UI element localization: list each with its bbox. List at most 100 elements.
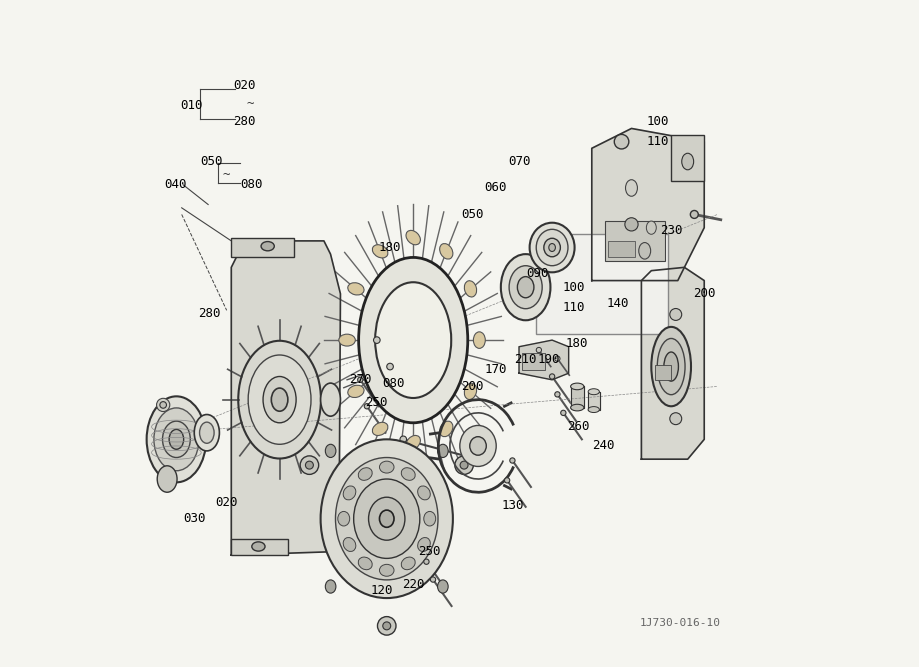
Text: 280: 280: [199, 307, 221, 320]
Text: 110: 110: [647, 135, 669, 148]
Ellipse shape: [439, 421, 453, 437]
Text: 1J730-016-10: 1J730-016-10: [640, 618, 720, 628]
Ellipse shape: [626, 179, 638, 196]
Ellipse shape: [325, 444, 336, 458]
Text: 270: 270: [349, 374, 371, 386]
Ellipse shape: [455, 456, 473, 474]
Ellipse shape: [358, 557, 372, 570]
Ellipse shape: [199, 422, 214, 444]
Ellipse shape: [571, 383, 584, 390]
Ellipse shape: [501, 254, 550, 320]
Bar: [232, 538, 288, 555]
Ellipse shape: [464, 384, 477, 400]
Polygon shape: [641, 267, 704, 459]
Ellipse shape: [357, 377, 363, 382]
Text: 060: 060: [484, 181, 507, 195]
Ellipse shape: [439, 243, 453, 259]
Text: 240: 240: [593, 440, 615, 452]
Ellipse shape: [437, 580, 448, 593]
Ellipse shape: [261, 241, 274, 251]
Ellipse shape: [343, 538, 356, 552]
Ellipse shape: [555, 356, 560, 362]
Bar: [536, 234, 668, 334]
Ellipse shape: [372, 422, 388, 436]
Ellipse shape: [417, 486, 430, 500]
Text: 080: 080: [382, 377, 404, 390]
Ellipse shape: [387, 364, 393, 370]
Ellipse shape: [354, 479, 420, 558]
Ellipse shape: [464, 281, 477, 297]
Polygon shape: [232, 241, 340, 555]
Ellipse shape: [614, 135, 629, 149]
Ellipse shape: [549, 243, 555, 251]
Ellipse shape: [670, 413, 682, 425]
Text: 010: 010: [180, 99, 203, 112]
Ellipse shape: [544, 238, 561, 257]
Polygon shape: [519, 340, 569, 380]
Ellipse shape: [505, 478, 510, 483]
Ellipse shape: [305, 461, 313, 469]
Ellipse shape: [169, 430, 184, 450]
Ellipse shape: [424, 559, 429, 564]
Ellipse shape: [460, 461, 468, 469]
Ellipse shape: [375, 282, 451, 398]
Text: 110: 110: [562, 301, 584, 313]
Ellipse shape: [372, 245, 388, 258]
Ellipse shape: [194, 414, 220, 451]
Ellipse shape: [517, 277, 534, 297]
Ellipse shape: [347, 283, 364, 295]
Polygon shape: [592, 129, 704, 281]
Ellipse shape: [664, 352, 678, 381]
Text: 170: 170: [484, 364, 507, 376]
Text: 100: 100: [647, 115, 669, 128]
Ellipse shape: [536, 229, 568, 265]
Ellipse shape: [248, 355, 311, 444]
Text: 280: 280: [233, 115, 255, 128]
Ellipse shape: [670, 309, 682, 320]
Ellipse shape: [555, 392, 560, 397]
Ellipse shape: [380, 461, 394, 473]
Text: 040: 040: [164, 178, 187, 191]
Ellipse shape: [163, 421, 190, 458]
Ellipse shape: [646, 221, 656, 234]
Ellipse shape: [160, 402, 166, 408]
Text: 030: 030: [184, 512, 206, 525]
Ellipse shape: [561, 410, 566, 416]
Text: 070: 070: [508, 155, 530, 168]
Text: 210: 210: [515, 354, 537, 366]
Ellipse shape: [509, 265, 542, 309]
Ellipse shape: [252, 542, 265, 551]
Ellipse shape: [437, 444, 448, 458]
Ellipse shape: [321, 383, 340, 416]
Ellipse shape: [470, 437, 486, 455]
Ellipse shape: [652, 327, 691, 406]
Ellipse shape: [625, 217, 638, 231]
Text: 180: 180: [379, 241, 402, 254]
Ellipse shape: [380, 564, 394, 576]
Ellipse shape: [417, 538, 430, 552]
Ellipse shape: [383, 622, 391, 630]
Text: 250: 250: [366, 396, 388, 410]
Bar: [608, 241, 635, 257]
Polygon shape: [571, 386, 584, 408]
Ellipse shape: [682, 153, 694, 170]
Bar: [605, 221, 664, 261]
Text: 250: 250: [418, 546, 441, 558]
Ellipse shape: [335, 458, 438, 580]
Text: 090: 090: [527, 267, 549, 280]
Bar: [232, 237, 294, 257]
Text: 180: 180: [566, 337, 588, 350]
Text: 230: 230: [660, 225, 683, 237]
Text: 260: 260: [567, 420, 590, 433]
Text: 130: 130: [501, 499, 524, 512]
Ellipse shape: [460, 426, 496, 466]
Ellipse shape: [325, 580, 336, 593]
Ellipse shape: [153, 408, 199, 471]
Ellipse shape: [369, 497, 405, 540]
Ellipse shape: [147, 396, 206, 482]
Ellipse shape: [690, 211, 698, 218]
Text: ~: ~: [223, 168, 231, 181]
Ellipse shape: [430, 577, 436, 582]
Ellipse shape: [657, 338, 685, 395]
Ellipse shape: [536, 348, 541, 353]
